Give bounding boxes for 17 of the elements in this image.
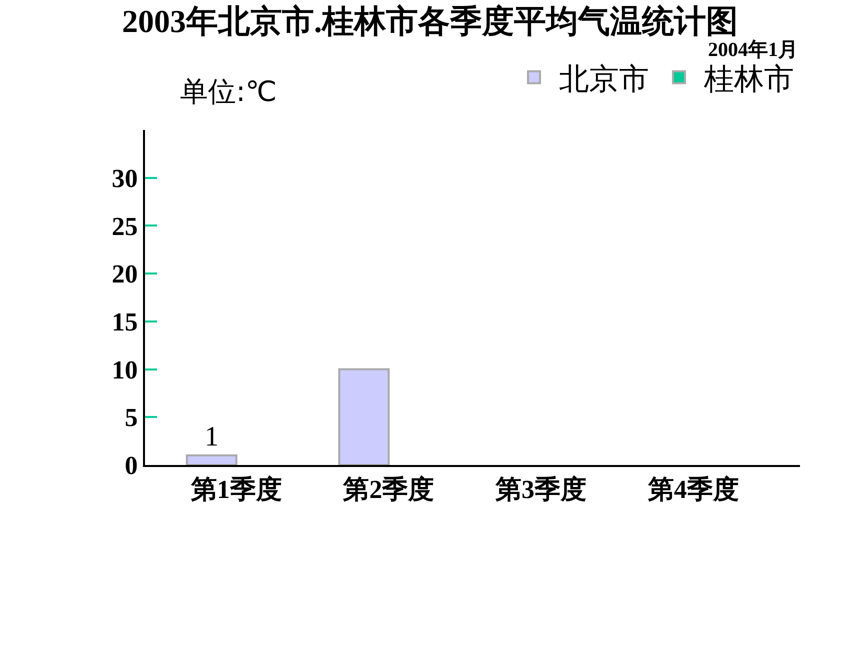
y-tick-label: 10 [112,355,138,384]
legend-label: 北京市 [559,62,649,97]
x-tick-label: 第4季度 [646,475,739,504]
text: 2004年1月 [708,39,798,61]
y-tick-label: 0 [124,451,138,480]
x-tick-label: 第1季度 [190,475,282,504]
y-tick-label: 20 [112,260,138,289]
y-tick-label: 15 [112,308,138,337]
y-tick-label: 30 [112,164,138,193]
x-tick-label: 第2季度 [342,475,434,504]
y-tick-label: 25 [112,212,138,241]
chart-title: 2003年北京市.桂林市各季度平均气温统计图 [122,3,738,40]
y-tick-label: 5 [124,403,138,432]
data-label: 1 [204,421,219,452]
legend-label: 桂林市 [703,62,794,97]
x-tick-label: 第3季度 [494,475,587,504]
text: 单位:℃ [180,75,277,108]
